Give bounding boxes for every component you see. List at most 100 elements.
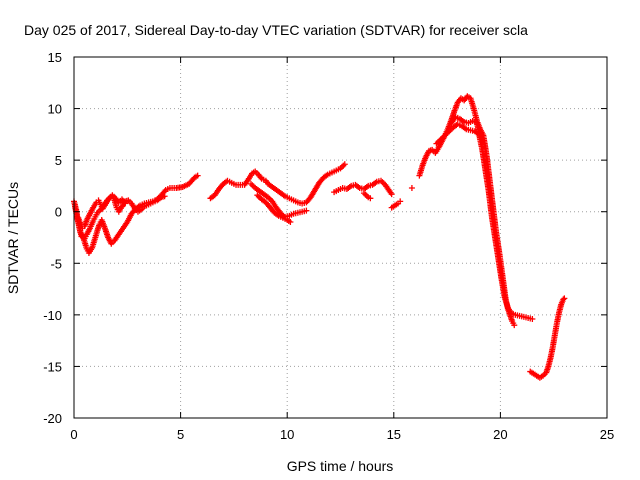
x-tick-label: 20 (493, 427, 507, 442)
data-point (451, 109, 458, 116)
data-point (123, 220, 130, 227)
data-point (555, 311, 562, 318)
data-point (387, 189, 394, 196)
data-point (83, 218, 90, 225)
data-point (444, 129, 451, 136)
data-point (83, 244, 90, 251)
data-point (296, 209, 303, 216)
data-point (454, 101, 461, 108)
data-point (527, 315, 534, 322)
data-point (265, 202, 272, 209)
data-point (249, 182, 256, 189)
data-point (301, 199, 308, 206)
data-point (136, 207, 143, 214)
data-point (114, 232, 121, 239)
data-point (522, 314, 529, 321)
data-point (109, 239, 116, 246)
data-point (121, 199, 128, 206)
data-point (91, 236, 98, 243)
data-point (285, 217, 292, 224)
data-point (427, 147, 434, 154)
y-tick-label: 0 (55, 205, 62, 220)
data-point (117, 205, 124, 212)
data-point (318, 177, 325, 184)
data-point (139, 205, 146, 212)
data-point (288, 196, 295, 203)
data-point (105, 197, 112, 204)
data-point (189, 177, 196, 184)
data-point (113, 202, 120, 209)
data-point (470, 103, 477, 110)
data-point (239, 181, 246, 188)
data-point (454, 114, 461, 121)
data-point (547, 356, 554, 363)
data-point (456, 122, 463, 129)
data-point (86, 226, 93, 233)
data-point (96, 222, 103, 229)
data-point (331, 168, 338, 175)
data-point (528, 369, 535, 376)
data-point (559, 298, 566, 305)
data-points (71, 93, 568, 381)
data-point (156, 195, 163, 202)
data-point (280, 192, 287, 199)
data-point (101, 223, 108, 230)
data-point (253, 170, 260, 177)
data-point (305, 196, 312, 203)
data-point (501, 292, 508, 299)
x-tick-label: 25 (600, 427, 614, 442)
data-point (247, 172, 254, 179)
data-point (93, 211, 100, 218)
data-point (284, 194, 291, 201)
data-point (346, 183, 353, 190)
x-tick-label: 15 (387, 427, 401, 442)
data-point (514, 312, 521, 319)
y-tick-label: 15 (48, 50, 62, 65)
data-point (333, 188, 340, 195)
data-point (504, 302, 511, 309)
data-point (193, 173, 200, 180)
data-point (118, 226, 125, 233)
data-point (367, 195, 374, 202)
data-point (469, 127, 476, 134)
grid-lines (74, 57, 607, 418)
data-point (459, 117, 466, 124)
data-point (271, 201, 278, 208)
data-point (508, 316, 515, 323)
data-point (160, 193, 167, 200)
data-point (506, 308, 513, 315)
data-point (553, 321, 560, 328)
data-point (375, 178, 382, 185)
data-point (101, 202, 108, 209)
data-point (267, 197, 274, 204)
data-point (292, 210, 299, 217)
data-point (367, 182, 374, 189)
data-point (288, 211, 295, 218)
data-point (274, 211, 281, 218)
x-axis-label: GPS time / hours (287, 458, 394, 474)
data-point (244, 177, 251, 184)
data-point (372, 179, 379, 186)
data-point (86, 212, 93, 219)
data-point (143, 202, 150, 209)
data-point (104, 232, 111, 239)
data-point (544, 364, 551, 371)
data-point (96, 208, 103, 215)
data-point (269, 207, 276, 214)
y-axis-label: SDTVAR / TECUs (5, 182, 21, 294)
data-point (518, 313, 525, 320)
x-tick-label: 5 (177, 427, 184, 442)
data-point (257, 174, 264, 181)
data-point (363, 183, 370, 190)
data-point (422, 155, 429, 162)
data-point (440, 133, 447, 140)
data-point (363, 192, 370, 199)
data-point (88, 246, 95, 253)
data-point (301, 208, 308, 215)
data-point (92, 201, 99, 208)
data-point (557, 303, 564, 310)
data-point (408, 184, 415, 191)
data-point (218, 183, 225, 190)
data-point (461, 125, 468, 132)
